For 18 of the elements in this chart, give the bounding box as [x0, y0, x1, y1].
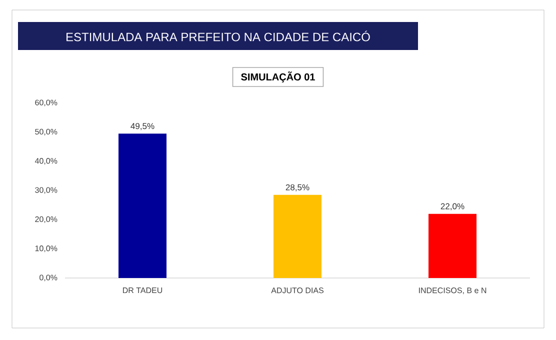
y-tick-label: 20,0% [35, 216, 58, 223]
x-tick-label: INDECISOS, B e N [419, 288, 486, 294]
data-label: 28,5% [286, 184, 310, 192]
y-tick-label: 30,0% [35, 187, 58, 194]
y-tick-label: 60,0% [35, 100, 58, 106]
x-tick-label: ADJUTO DIAS [271, 288, 324, 294]
y-tick-label: 40,0% [34, 158, 58, 165]
chart-title: ESTIMULADA PARA PREFEITO NA CIDADE DE CAICÓ [66, 30, 370, 42]
bar [118, 134, 166, 278]
y-tick-label: 50,0% [35, 128, 58, 136]
y-tick-label: 0,0% [40, 274, 58, 282]
data-label: 49,5% [130, 123, 154, 130]
y-tick-label: 10,0% [35, 246, 58, 252]
bar [274, 194, 322, 278]
chart-subtitle: SIMULAÇÃO 01 [241, 72, 315, 82]
bar [428, 214, 477, 278]
x-tick-label: DR TADEU [123, 288, 162, 294]
data-label: 22,0% [440, 203, 464, 210]
